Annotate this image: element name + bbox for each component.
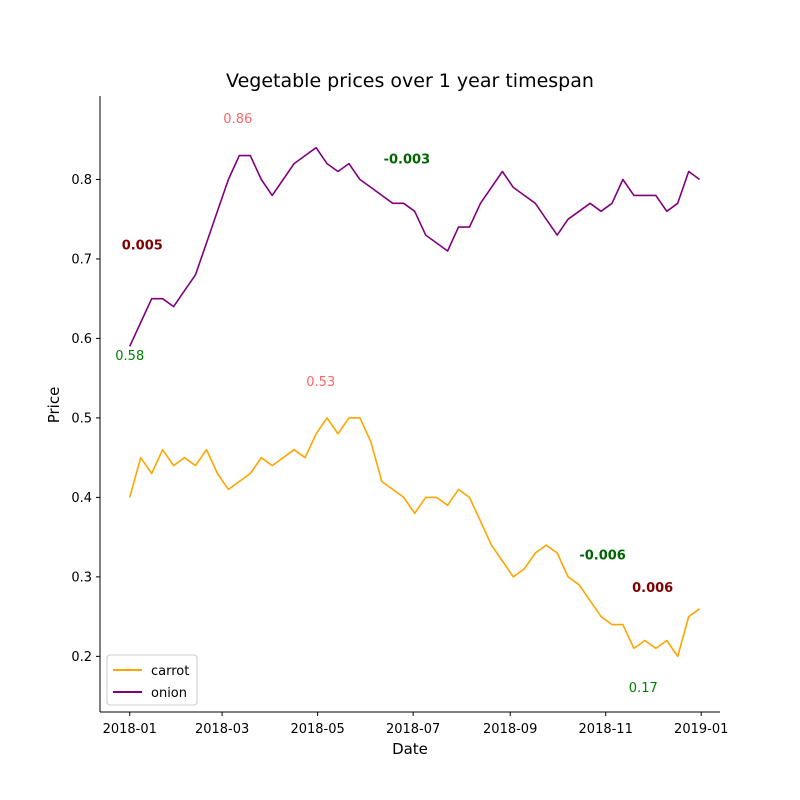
annotation-label: 0.005: [122, 238, 163, 253]
y-tick-label: 0.8: [71, 173, 92, 188]
annotation-label: 0.006: [632, 581, 673, 596]
chart-title: Vegetable prices over 1 year timespan: [226, 70, 594, 92]
annotations: 0.58 0.86 0.005 -0.003 0.53 0.17 -0.006 0.006: [115, 112, 673, 696]
y-tick-label: 0.5: [71, 411, 92, 426]
plot-area: [128, 146, 701, 658]
annotation-label: -0.006: [579, 548, 626, 563]
x-tick-label: 2018-05: [290, 722, 344, 737]
y-tick-label: 0.3: [71, 570, 92, 585]
series-line-onion: [128, 146, 701, 347]
annotation-label: 0.53: [306, 375, 335, 390]
y-tick-label: 0.4: [71, 491, 92, 506]
y-tick-label: 0.2: [71, 650, 92, 665]
x-tick-label: 2018-09: [483, 722, 537, 737]
annotation-label: 0.17: [629, 681, 658, 696]
y-tick-label: 0.7: [71, 252, 92, 267]
x-tick-label: 2018-03: [195, 722, 249, 737]
series-line-carrot: [128, 417, 701, 658]
x-tick-label: 2018-07: [386, 722, 440, 737]
annotation-label: 0.86: [223, 112, 252, 127]
legend: carrot onion: [106, 654, 198, 706]
y-axis: 0.2 0.3 0.4 0.5 0.6 0.7 0.8: [71, 96, 101, 712]
x-tick-label: 2018-11: [579, 722, 633, 737]
annotation-label: -0.003: [384, 153, 431, 168]
y-tick-label: 0.6: [71, 332, 92, 347]
x-axis: 2018-01 2018-03 2018-05 2018-07 2018-09 2018-…: [100, 711, 728, 737]
legend-label-carrot: carrot: [151, 664, 189, 679]
annotation-label: 0.58: [115, 349, 144, 364]
y-axis-label: Price: [45, 387, 63, 424]
legend-label-onion: onion: [151, 686, 187, 701]
x-tick-label: 2019-01: [674, 722, 728, 737]
x-tick-label: 2018-01: [103, 722, 157, 737]
x-axis-label: Date: [392, 740, 428, 758]
